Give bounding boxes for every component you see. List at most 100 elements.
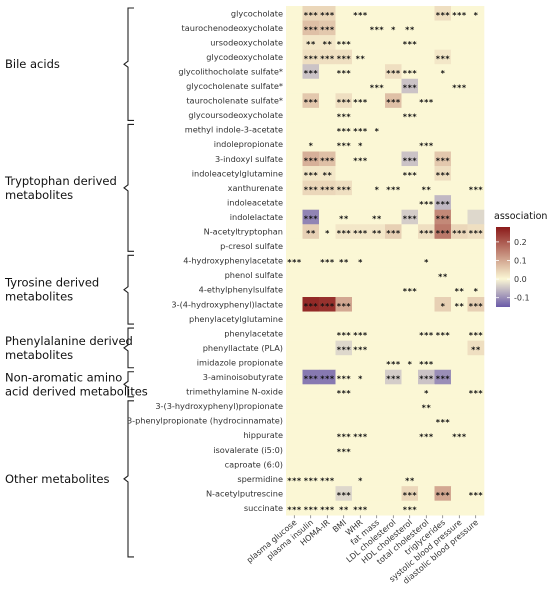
significance-label: *** [304,476,319,485]
heatmap-cell [352,195,369,210]
heatmap-cell [319,78,336,94]
heatmap-cell [352,78,369,94]
significance-label: * [440,69,445,78]
row-label: 3-(3-hydroxyphenyl)propionate [155,401,283,411]
heatmap-cell [352,49,369,65]
heatmap-cell [302,49,320,65]
heatmap-cell [434,398,452,414]
heatmap-cell [368,166,386,181]
heatmap-cell [418,442,435,458]
heatmap-cell [302,238,320,254]
heatmap-cell [335,49,353,65]
significance-label: ** [438,273,448,282]
significance-label: *** [337,433,352,442]
heatmap-cell [352,398,369,414]
significance-label: ** [405,25,415,34]
heatmap-cell [451,457,468,472]
heatmap-cell [286,136,303,152]
heatmap-cell [467,209,485,225]
heatmap-cell [467,224,485,240]
heatmap-cell [319,20,336,36]
heatmap-cell [286,93,303,109]
heatmap-cell [385,340,402,356]
heatmap-cell [335,500,353,516]
heatmap-cell [302,6,320,21]
heatmap-cell [352,136,369,152]
heatmap-cell [302,457,320,472]
heatmap-cell [385,238,402,254]
heatmap-cell [319,224,336,240]
heatmap-cell [286,166,303,181]
heatmap-cell [401,486,419,501]
heatmap-cell [418,355,435,371]
heatmap-cell [434,369,452,385]
heatmap-cell [302,471,320,487]
heatmap-cell [352,486,369,501]
heatmap-cell [451,297,468,312]
significance-label: *** [386,69,401,78]
significance-label: *** [337,491,352,500]
row-label: phenylacetate [224,328,283,338]
heatmap-cell [319,107,336,123]
significance-label: *** [353,331,368,340]
heatmap-cell [385,267,402,283]
heatmap-cell [451,209,468,225]
heatmap-cell [286,78,303,94]
row-label: succinate [244,503,283,513]
heatmap-cell [451,64,468,80]
heatmap-cell [451,486,468,501]
group-label: Phenylalanine derived [5,334,133,348]
significance-label: *** [353,98,368,107]
row-label: 3-phenylpropionate (hydrocinnamate) [127,416,283,426]
heatmap-cell [401,442,419,458]
significance-label: * [407,360,412,369]
significance-label: *** [287,258,302,267]
row-label: p-cresol sulfate [220,241,283,251]
heatmap-cell [302,355,320,371]
significance-label: *** [320,54,335,63]
heatmap-cell [418,457,435,472]
heatmap-cell [302,122,320,138]
significance-label: *** [452,229,467,238]
heatmap-cell [451,136,468,152]
heatmap-cell [401,398,419,414]
significance-label: *** [320,258,335,267]
heatmap-cell [368,93,386,109]
significance-label: * [358,142,363,151]
heatmap-cells: *** *** *** *** *** **** *** *** * **** ** *** *****… [286,6,485,516]
heatmap-cell [302,297,320,312]
heatmap-cell [385,500,402,516]
heatmap-cell [302,253,320,269]
significance-label: *** [419,375,434,384]
significance-label: *** [403,505,418,514]
heatmap-cell [467,442,485,458]
heatmap-cell [467,355,485,371]
heatmap-cell [319,398,336,414]
heatmap-cell [401,209,419,225]
heatmap-cell [302,35,320,50]
significance-label: *** [304,171,319,180]
heatmap-cell [286,107,303,123]
heatmap-cell [319,180,336,196]
significance-label: *** [320,505,335,514]
heatmap-cell [286,267,303,283]
heatmap-cell [368,238,386,254]
significance-label: * [391,25,396,34]
heatmap-cell [319,282,336,298]
row-label: glycodeoxycholate [206,52,283,62]
significance-label: *** [353,156,368,165]
heatmap-cell [352,282,369,298]
significance-label: *** [304,375,319,384]
heatmap-cell [385,195,402,210]
heatmap-cell [385,35,402,50]
heatmap-cell [319,297,336,312]
significance-label: * [374,127,379,136]
significance-label: *** [403,40,418,49]
heatmap-cell [401,326,419,341]
significance-label: *** [353,505,368,514]
heatmap-cell [451,398,468,414]
heatmap-cell [286,355,303,371]
heatmap-cell [385,122,402,138]
significance-label: ** [454,302,464,311]
heatmap-cell [319,195,336,210]
